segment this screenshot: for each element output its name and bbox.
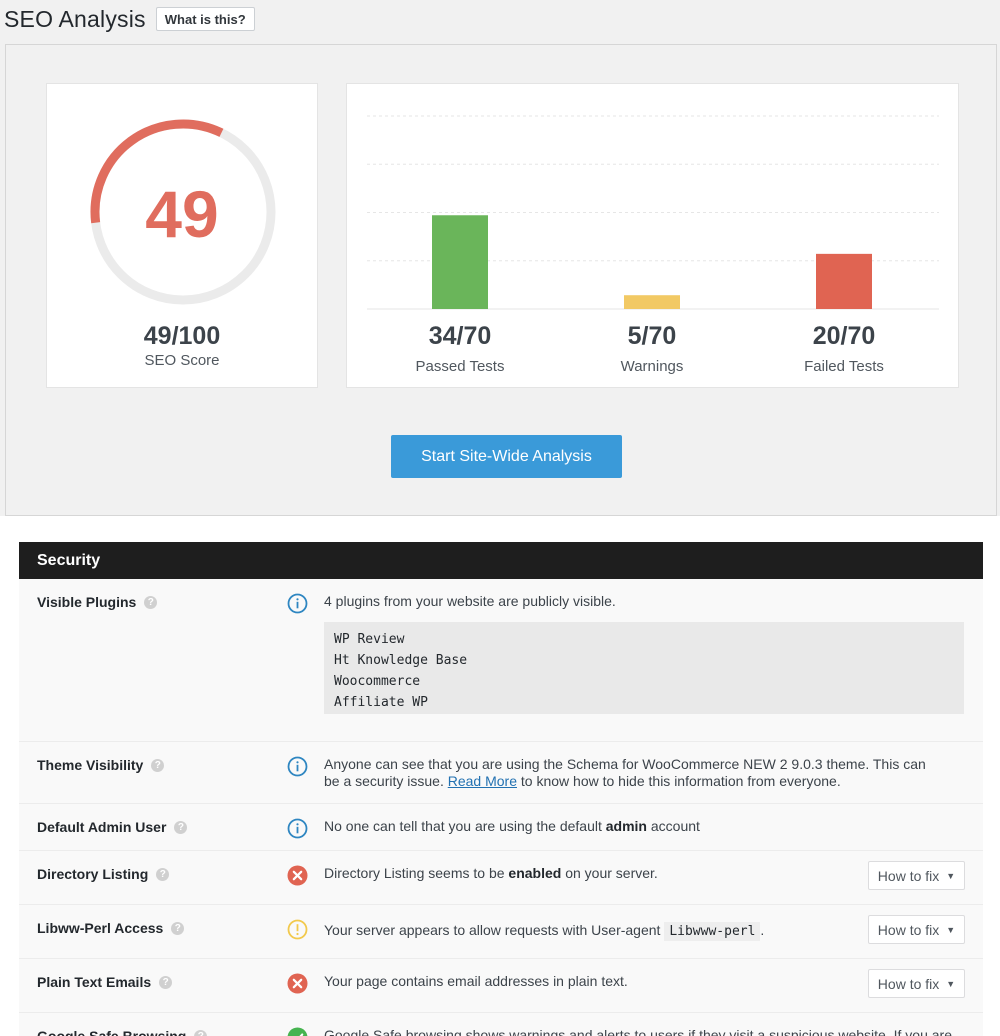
help-icon[interactable]: ? bbox=[159, 975, 173, 989]
check-message: Your page contains email addresses in pl… bbox=[324, 973, 628, 989]
check-name-label: Directory Listing bbox=[37, 866, 149, 882]
how-to-fix-button[interactable]: How to fix ▼ bbox=[868, 969, 965, 998]
bar-failed-tests bbox=[816, 253, 872, 309]
check-row-visible-plugins: Visible Plugins? 4 plugins from your web… bbox=[19, 579, 983, 742]
stat-passed-label: Passed Tests bbox=[415, 358, 505, 375]
check-name: Libww-Perl Access? bbox=[37, 920, 185, 936]
check-name: Directory Listing? bbox=[37, 866, 170, 882]
bar-warnings bbox=[624, 295, 680, 309]
help-icon[interactable]: ? bbox=[151, 758, 165, 772]
check-name-label: Default Admin User bbox=[37, 819, 167, 835]
check-name-label: Plain Text Emails bbox=[37, 974, 152, 990]
plugin-item: Woocommerce bbox=[334, 674, 421, 689]
how-to-fix-button[interactable]: How to fix ▼ bbox=[868, 915, 965, 944]
message-text: account bbox=[646, 818, 700, 834]
check-name-label: Libww-Perl Access bbox=[37, 920, 164, 936]
check-message: Your server appears to allow requests wi… bbox=[324, 922, 939, 941]
check-icon bbox=[287, 1027, 308, 1036]
stat-warnings-label: Warnings bbox=[620, 358, 684, 375]
help-icon[interactable]: ? bbox=[144, 595, 158, 609]
check-name: Visible Plugins? bbox=[37, 594, 158, 610]
summary-panel: 49 49/100 SEO Score 34/70 Passed Tests 5… bbox=[5, 44, 997, 516]
read-more-link[interactable]: Read More bbox=[447, 773, 517, 789]
user-agent-code: Libwww-perl bbox=[664, 922, 761, 941]
stat-passed-value: 34/70 bbox=[428, 322, 492, 350]
check-row-directory-listing: Directory Listing? Directory Listing see… bbox=[19, 851, 983, 905]
check-name: Google Safe Browsing? bbox=[37, 1028, 208, 1036]
bar-passed-tests bbox=[432, 215, 488, 309]
stat-failed: 20/70 Failed Tests bbox=[744, 322, 944, 375]
stat-failed-label: Failed Tests bbox=[804, 358, 884, 375]
message-text: Anyone can see that you are using the Sc… bbox=[324, 756, 926, 789]
chevron-down-icon: ▼ bbox=[946, 870, 956, 881]
help-icon[interactable]: ? bbox=[171, 921, 185, 935]
chevron-down-icon: ▼ bbox=[946, 978, 956, 989]
check-message: Directory Listing seems to be enabled on… bbox=[324, 865, 939, 882]
score-gauge bbox=[90, 119, 276, 305]
chevron-down-icon: ▼ bbox=[946, 924, 956, 935]
how-to-fix-button[interactable]: How to fix ▼ bbox=[868, 861, 965, 890]
stat-warnings: 5/70 Warnings bbox=[552, 322, 752, 375]
help-icon[interactable]: ? bbox=[194, 1029, 208, 1036]
check-name-label: Google Safe Browsing bbox=[37, 1028, 187, 1036]
message-text: Your server appears to allow requests wi… bbox=[324, 922, 665, 938]
check-row-google-safe-browsing: Google Safe Browsing? Google Safe browsi… bbox=[19, 1013, 983, 1036]
plugin-item: Affiliate WP bbox=[334, 695, 428, 710]
bar-chart bbox=[367, 115, 939, 310]
plugin-list: WP Review Ht Knowledge Base Woocommerce … bbox=[324, 622, 964, 714]
check-row-libww-perl-access: Libww-Perl Access? Your server appears t… bbox=[19, 905, 983, 959]
check-name: Default Admin User? bbox=[37, 819, 188, 835]
check-name: Plain Text Emails? bbox=[37, 974, 173, 990]
info-icon bbox=[287, 756, 308, 777]
how-to-fix-label: How to fix bbox=[877, 921, 940, 938]
check-message: No one can tell that you are using the d… bbox=[324, 818, 939, 835]
what-is-this-button[interactable]: What is this? bbox=[155, 7, 255, 31]
plugin-item: Ht Knowledge Base bbox=[334, 653, 468, 668]
score-fraction: 49/100 bbox=[143, 322, 221, 350]
message-text: to know how to hide this information fro… bbox=[517, 773, 841, 789]
seo-score-card: 49 49/100 SEO Score bbox=[46, 83, 318, 388]
check-row-default-admin-user: Default Admin User? No one can tell that… bbox=[19, 804, 983, 851]
gauge-progress-arc bbox=[90, 119, 224, 224]
message-text: on your server. bbox=[561, 865, 658, 881]
warning-icon bbox=[287, 919, 308, 940]
stat-warnings-value: 5/70 bbox=[627, 322, 677, 350]
message-bold: admin bbox=[605, 818, 647, 834]
message-bold: enabled bbox=[508, 865, 562, 881]
how-to-fix-label: How to fix bbox=[877, 975, 940, 992]
score-label: SEO Score bbox=[144, 352, 220, 369]
info-icon bbox=[287, 818, 308, 839]
check-name-label: Theme Visibility bbox=[37, 757, 144, 773]
check-message: Anyone can see that you are using the Sc… bbox=[324, 756, 939, 790]
stat-failed-value: 20/70 bbox=[812, 322, 876, 350]
message-text: No one can tell that you are using the d… bbox=[324, 818, 606, 834]
info-icon bbox=[287, 593, 308, 614]
page-title: SEO Analysis bbox=[4, 5, 146, 32]
plugin-item: WP Review bbox=[334, 632, 405, 647]
error-icon bbox=[287, 865, 308, 886]
results-panel: Security Visible Plugins? 4 plugins from… bbox=[0, 516, 1000, 1036]
check-name-label: Visible Plugins bbox=[37, 594, 137, 610]
score-value: 49 bbox=[145, 177, 219, 251]
check-name: Theme Visibility? bbox=[37, 757, 165, 773]
start-site-wide-analysis-button[interactable]: Start Site-Wide Analysis bbox=[391, 435, 622, 478]
error-icon bbox=[287, 973, 308, 994]
check-message: Google Safe browsing shows warnings and … bbox=[324, 1027, 952, 1036]
check-row-plain-text-emails: Plain Text Emails? Your page contains em… bbox=[19, 959, 983, 1013]
section-header-security: Security bbox=[19, 542, 983, 579]
page-header: SEO Analysis What is this? bbox=[4, 4, 255, 34]
message-text: . bbox=[760, 922, 765, 938]
test-results-chart: 34/70 Passed Tests 5/70 Warnings 20/70 F… bbox=[346, 83, 959, 388]
how-to-fix-label: How to fix bbox=[877, 867, 940, 884]
check-row-theme-visibility: Theme Visibility? Anyone can see that yo… bbox=[19, 742, 983, 804]
help-icon[interactable]: ? bbox=[174, 820, 188, 834]
message-text: Directory Listing seems to be bbox=[324, 865, 509, 881]
check-message: 4 plugins from your website are publicly… bbox=[324, 593, 616, 609]
help-icon[interactable]: ? bbox=[156, 867, 170, 881]
stat-passed: 34/70 Passed Tests bbox=[360, 322, 560, 375]
